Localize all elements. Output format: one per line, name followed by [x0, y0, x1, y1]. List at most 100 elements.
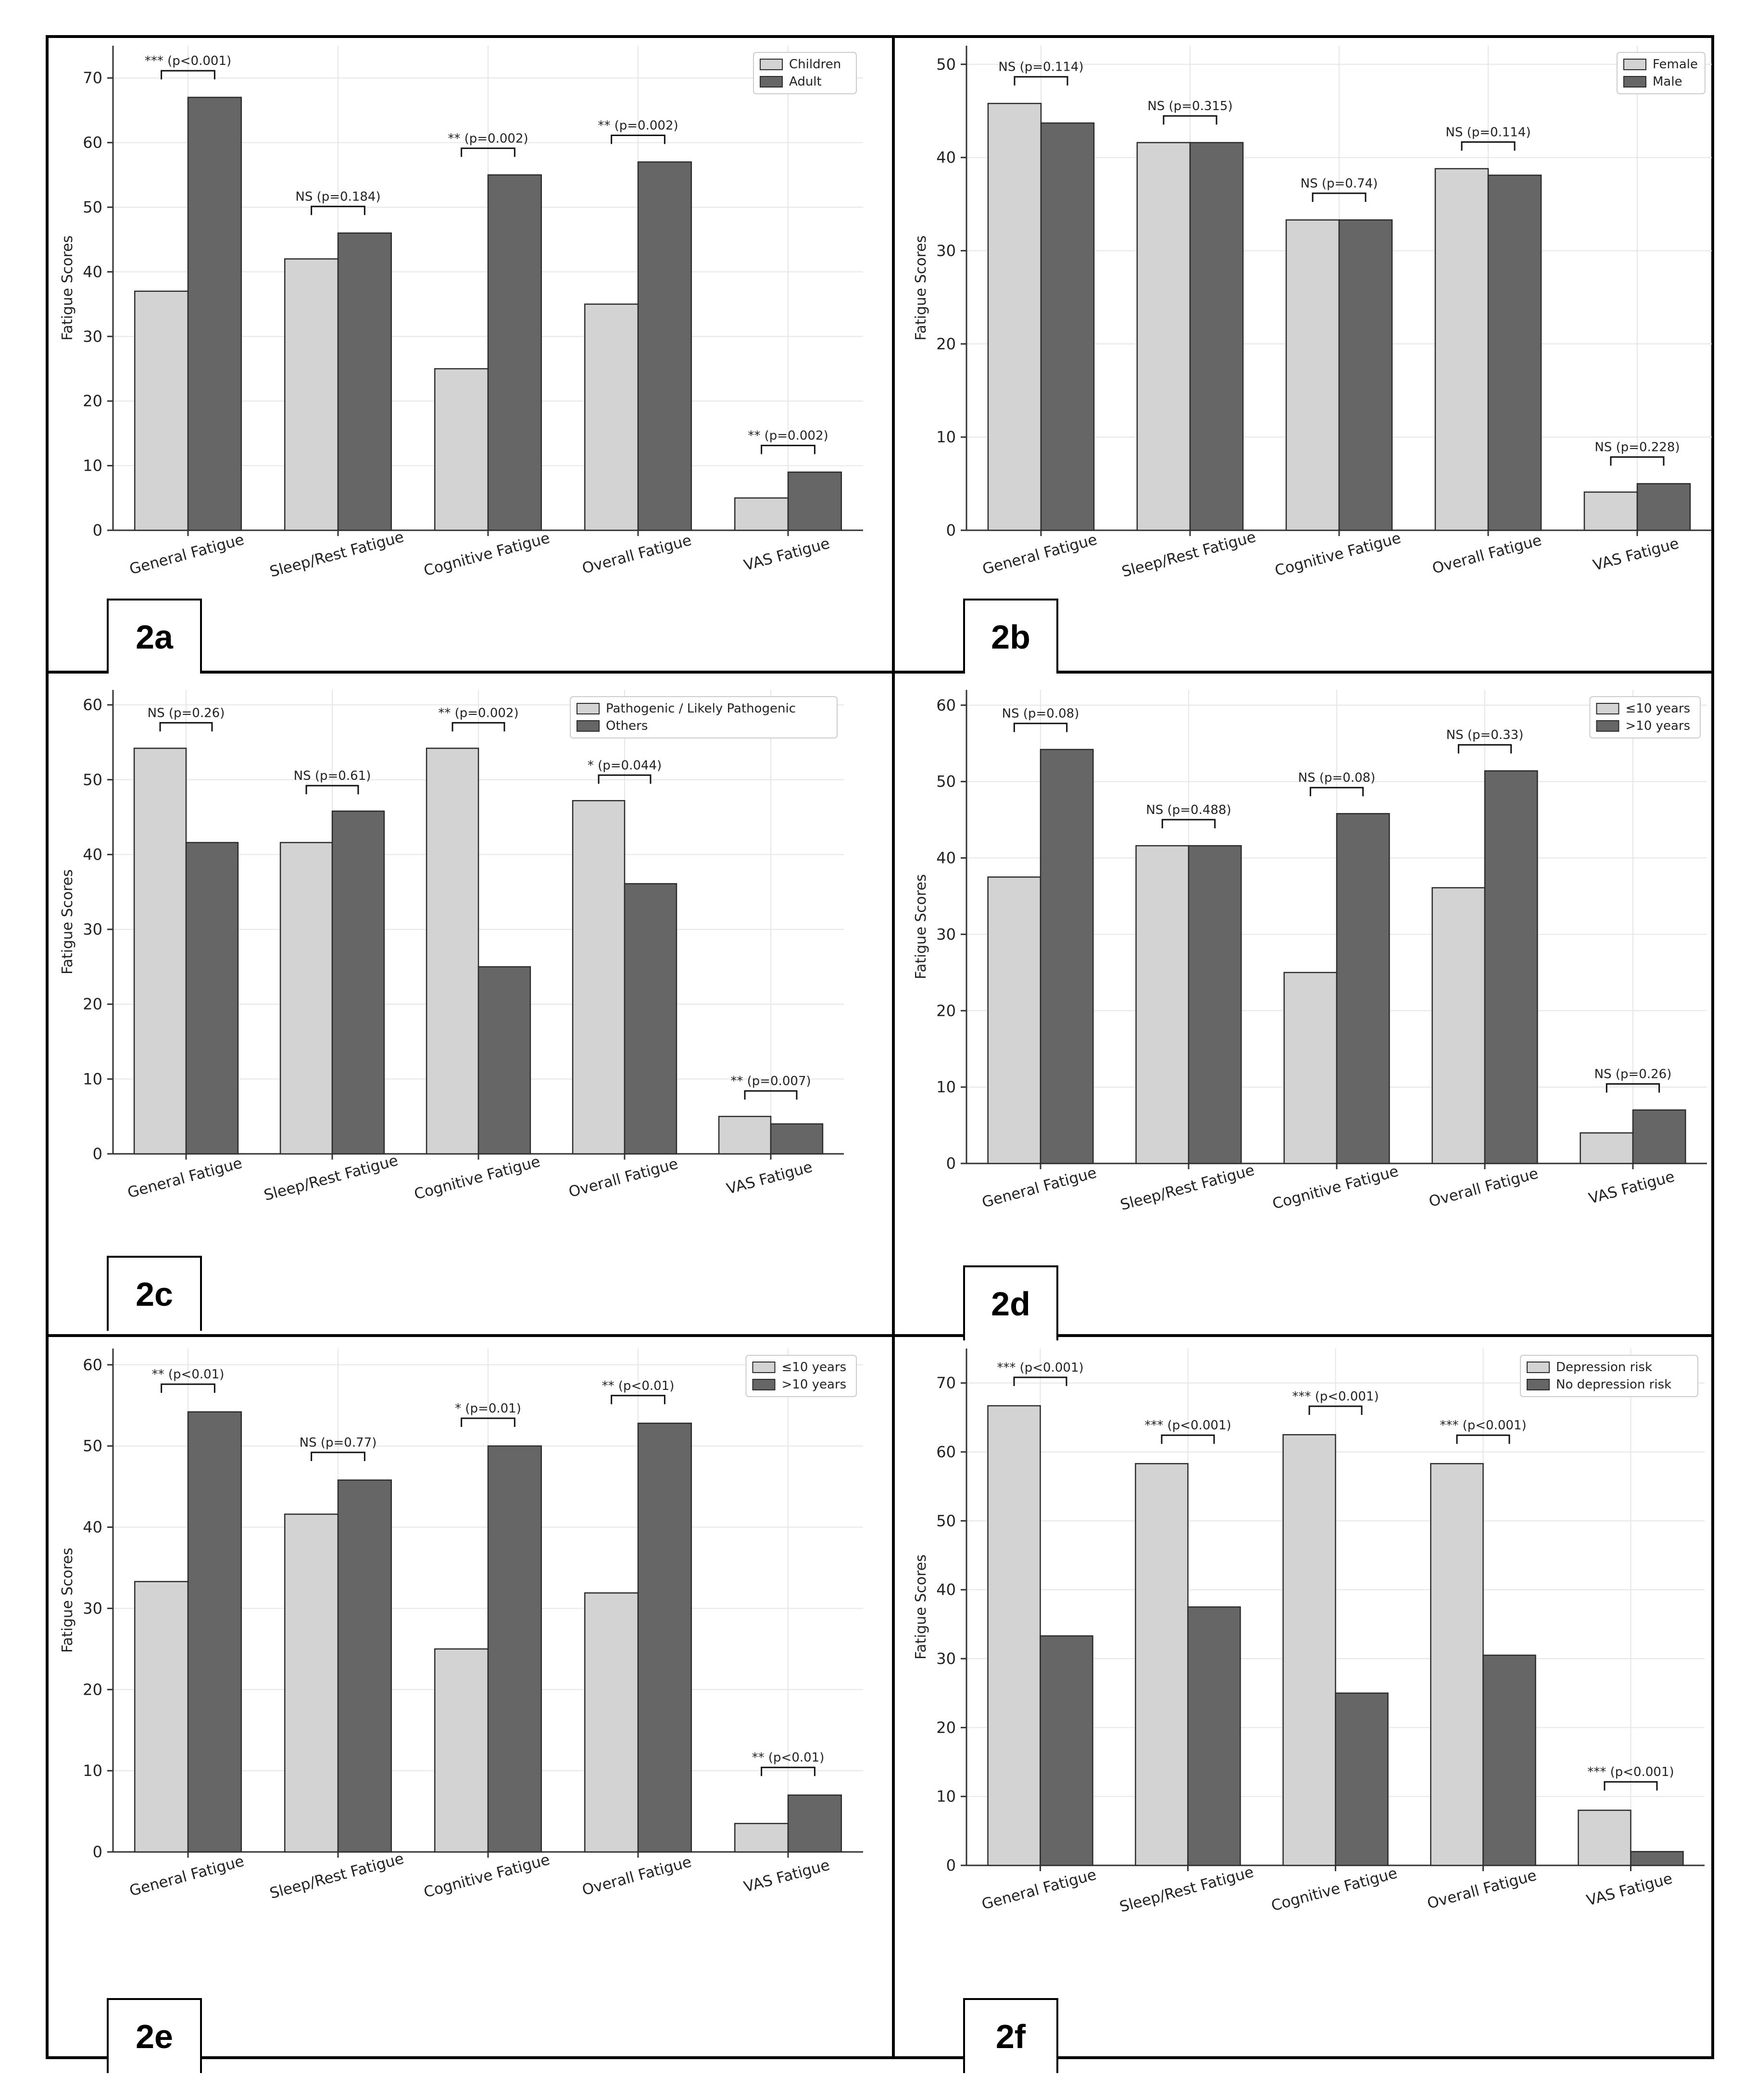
- x-tick-label: General Fatigue: [127, 531, 246, 578]
- panel-label-2b-text: 2b: [991, 618, 1030, 656]
- panel-label-2a: 2a: [107, 599, 202, 674]
- x-tick-label: Cognitive Fatigue: [1273, 529, 1403, 580]
- y-axis-label: Fatigue Scores: [913, 874, 929, 979]
- x-tick-label: General Fatigue: [127, 1852, 246, 1900]
- bar-Depression risk: [1135, 1463, 1189, 1866]
- y-tick-label: 10: [83, 1762, 102, 1780]
- y-axis-label: Fatigue Scores: [59, 1548, 76, 1653]
- y-tick-label: 60: [83, 1356, 102, 1374]
- y-tick-label: 60: [936, 696, 956, 714]
- significance-label: NS (p=0.08): [1298, 771, 1376, 785]
- y-tick-label: 60: [83, 696, 102, 714]
- significance-bracket: [761, 445, 815, 454]
- panel-label-2e: 2e: [107, 1998, 202, 2073]
- y-tick-label: 30: [83, 1599, 102, 1617]
- x-tick-label: Sleep/Rest Fatigue: [268, 1850, 406, 1902]
- legend-swatch: [1623, 76, 1646, 88]
- panel-label-2b: 2b: [963, 599, 1058, 674]
- y-tick-label: 60: [936, 1443, 956, 1461]
- y-tick-label: 20: [83, 995, 102, 1013]
- bar-Others: [770, 1123, 824, 1155]
- bar-Children: [734, 497, 789, 531]
- bar-Female: [1285, 219, 1340, 531]
- bar-≤10 years: [1580, 1132, 1634, 1164]
- bar-Female: [1434, 168, 1489, 531]
- legend-label: Others: [606, 719, 648, 733]
- significance-bracket: [611, 134, 665, 144]
- chart-2b: 0 10 20 30 40 50 Fatigue Scores General Fatigue…: [913, 46, 1712, 581]
- significance-label: ** (p=0.002): [448, 131, 528, 146]
- significance-label: *** (p<0.001): [1440, 1418, 1526, 1433]
- significance-bracket: [461, 147, 515, 157]
- bar-Pathogenic / Likely Pathogenic: [426, 748, 479, 1155]
- panel-label-2d: 2d: [963, 1265, 1058, 1340]
- figure-frame: [46, 35, 1714, 2059]
- x-tick-label: General Fatigue: [980, 1164, 1098, 1211]
- significance-bracket: [311, 1451, 365, 1461]
- significance-label: ** (p<0.01): [752, 1750, 825, 1765]
- significance-label: ** (p<0.01): [152, 1367, 225, 1382]
- panel-label-2c: 2c: [107, 1256, 202, 1331]
- panel-label-2d-text: 2d: [991, 1285, 1030, 1323]
- bar-Male: [1189, 142, 1244, 531]
- bar->10 years: [637, 1423, 692, 1853]
- y-tick-label: 30: [83, 327, 102, 346]
- bar-Pathogenic / Likely Pathogenic: [572, 800, 626, 1155]
- bar->10 years: [337, 1479, 392, 1853]
- y-tick-label: 40: [83, 262, 102, 281]
- bar-Children: [434, 368, 489, 531]
- bar-Children: [284, 258, 339, 531]
- y-tick-label: 70: [936, 1374, 956, 1392]
- significance-bracket: [452, 722, 505, 732]
- legend-swatch: [577, 703, 600, 714]
- bar->10 years: [187, 1411, 242, 1853]
- x-tick-label: Overall Fatigue: [567, 1155, 680, 1201]
- bar-≤10 years: [134, 1581, 189, 1853]
- x-tick-label: Sleep/Rest Fatigue: [268, 528, 406, 581]
- legend-swatch: [577, 720, 600, 732]
- legend-label: No depression risk: [1556, 1377, 1671, 1392]
- chart-2e: 0 10 20 30 40 50 60 Fatigue Scores General Fatig…: [59, 1349, 863, 1902]
- bar-Male: [1040, 122, 1095, 531]
- significance-label: ** (p=0.002): [598, 118, 678, 133]
- bar-No depression risk: [1482, 1654, 1536, 1866]
- x-tick-label: VAS Fatigue: [1585, 1870, 1674, 1909]
- x-tick-label: VAS Fatigue: [742, 535, 831, 574]
- x-tick-label: Sleep/Rest Fatigue: [262, 1152, 400, 1204]
- legend-label: Children: [789, 57, 841, 72]
- significance-bracket: [598, 774, 652, 784]
- significance-label: NS (p=0.315): [1147, 99, 1232, 113]
- legend-swatch: [760, 59, 783, 70]
- significance-label: ** (p<0.01): [602, 1379, 675, 1393]
- bar-No depression risk: [1630, 1851, 1684, 1866]
- significance-label: ** (p=0.007): [730, 1074, 811, 1088]
- legend-label: >10 years: [782, 1377, 847, 1392]
- bar-Female: [1583, 491, 1638, 531]
- y-tick-label: 70: [83, 69, 102, 87]
- legend-box: [570, 696, 838, 738]
- significance-label: NS (p=0.114): [998, 60, 1083, 75]
- y-axis-label: Fatigue Scores: [59, 869, 76, 975]
- bar-Others: [624, 883, 677, 1155]
- significance-label: NS (p=0.61): [294, 769, 371, 783]
- significance-bracket: [1013, 723, 1068, 732]
- bar->10 years: [787, 1794, 842, 1853]
- y-tick-label: 10: [936, 1788, 956, 1806]
- y-tick-label: 20: [83, 1680, 102, 1699]
- y-tick-label: 10: [83, 457, 102, 475]
- significance-label: NS (p=0.08): [1002, 707, 1079, 721]
- x-tick-label: Overall Fatigue: [1430, 532, 1543, 577]
- significance-bracket: [1610, 456, 1665, 466]
- legend-label: Adult: [789, 75, 822, 89]
- significance-bracket: [311, 205, 365, 215]
- y-tick-label: 30: [936, 1650, 956, 1668]
- significance-bracket: [1456, 1434, 1510, 1444]
- significance-bracket: [1014, 76, 1068, 86]
- bar-Male: [1338, 219, 1393, 531]
- significance-bracket: [159, 722, 213, 732]
- panel-label-2a-text: 2a: [136, 618, 173, 656]
- bar->10 years: [1336, 813, 1390, 1164]
- significance-label: *** (p<0.001): [1292, 1389, 1379, 1404]
- significance-label: *** (p<0.001): [1144, 1418, 1231, 1433]
